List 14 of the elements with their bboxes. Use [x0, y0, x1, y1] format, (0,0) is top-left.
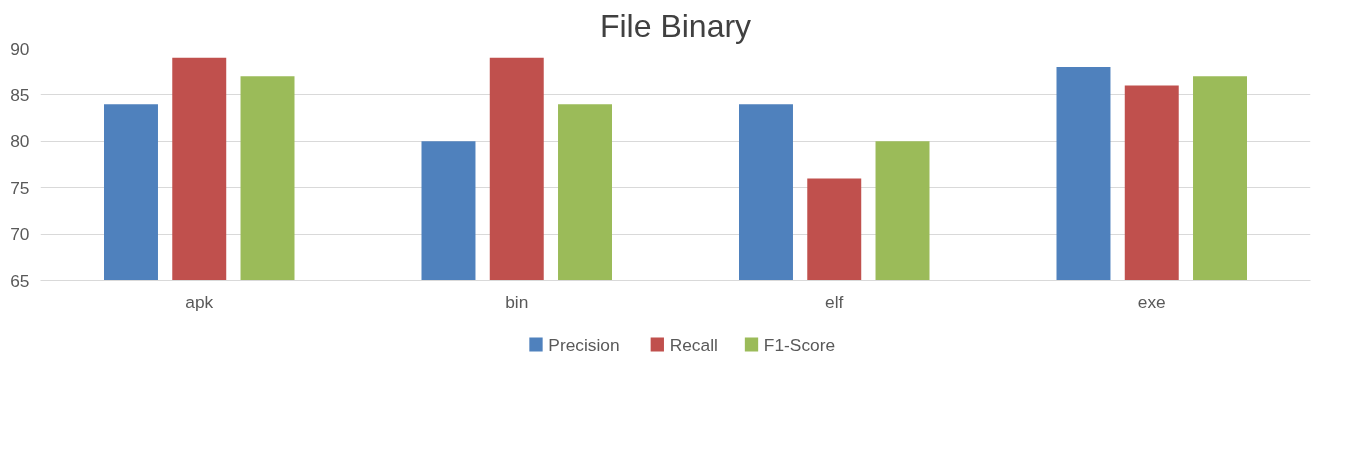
y-tick-label: 75: [10, 177, 30, 198]
y-tick-label: 70: [10, 224, 30, 245]
x-tick-label: exe: [1137, 291, 1166, 312]
y-tick-label: 80: [10, 131, 30, 152]
legend-label: Recall: [669, 334, 718, 355]
legend-label: Precision: [548, 334, 620, 355]
legend-label: F1-Score: [763, 334, 836, 355]
y-tick-label: 90: [10, 38, 30, 59]
y-tick-label: 85: [10, 84, 30, 105]
y-tick-label: 65: [10, 270, 30, 291]
x-tick-label: elf: [825, 291, 844, 312]
x-tick-label: bin: [505, 291, 529, 312]
chart-title: File Binary: [599, 7, 752, 44]
x-tick-label: apk: [185, 291, 214, 312]
